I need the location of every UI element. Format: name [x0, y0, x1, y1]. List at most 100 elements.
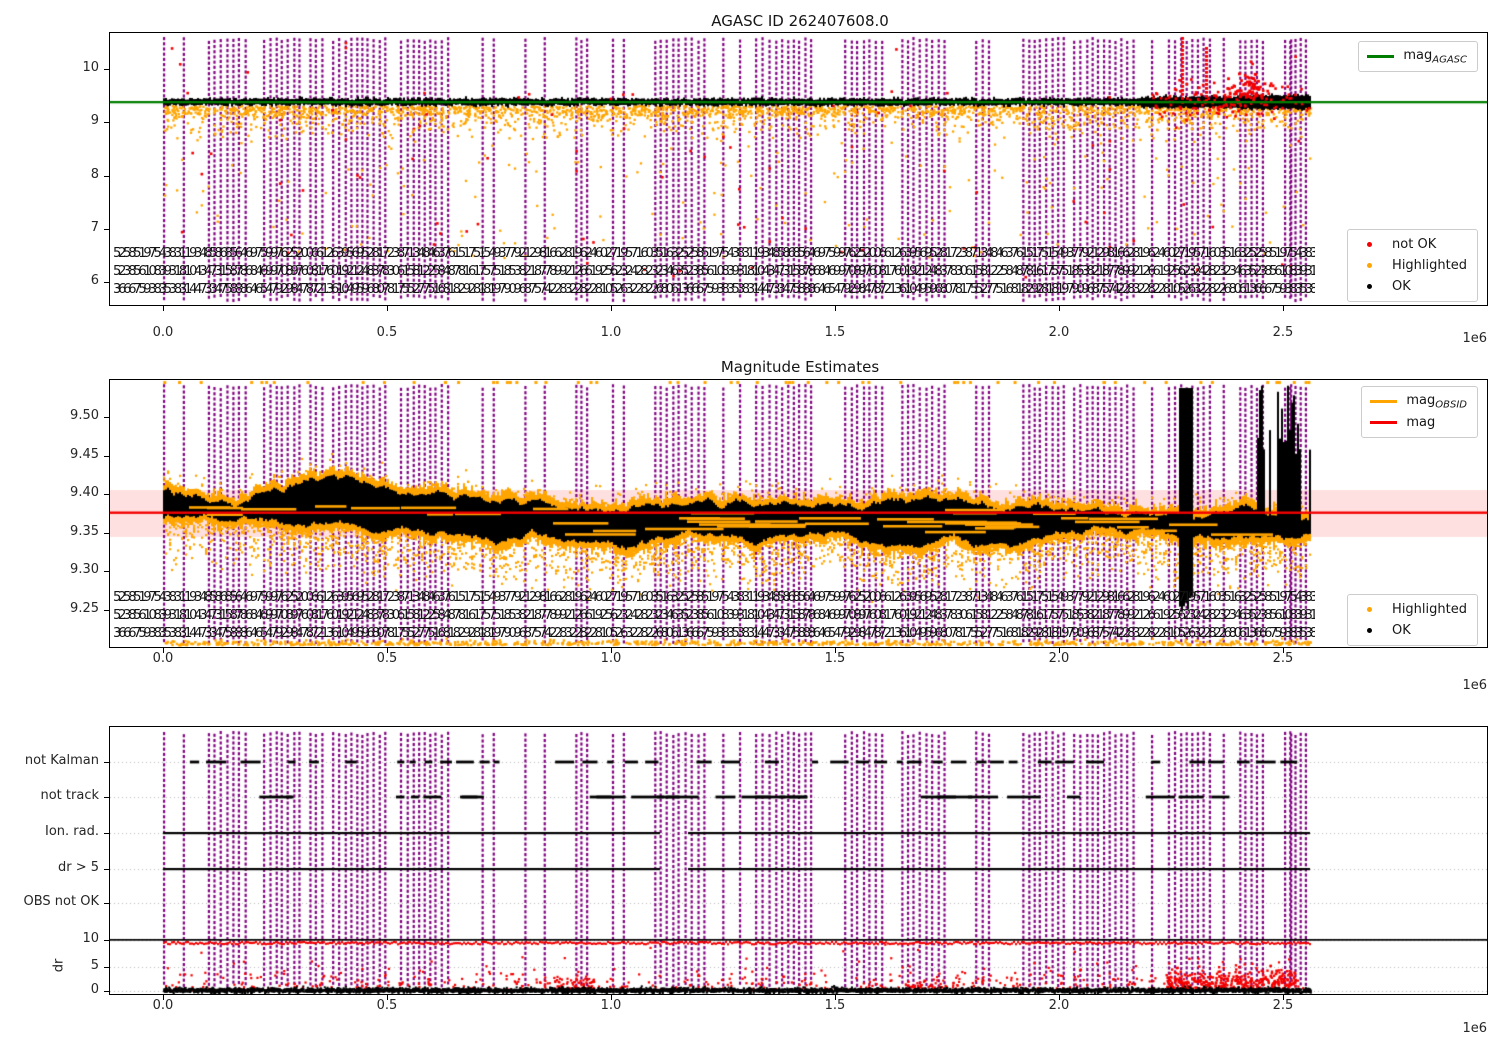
tick-mark — [104, 417, 110, 418]
middle-plot-title: Magnitude Estimates — [720, 358, 880, 376]
legend-label: OK — [1392, 623, 1411, 638]
tick-mark — [104, 833, 110, 834]
legend-item-mag-agasc: magAGASC — [1367, 46, 1467, 67]
legend-label: Highlighted — [1392, 602, 1467, 617]
tick-mark — [1283, 648, 1284, 653]
tick-mark — [163, 306, 164, 311]
x-tick-label: 1.0 — [600, 998, 622, 1013]
legend-label: OK — [1392, 279, 1411, 294]
tick-mark — [104, 175, 110, 177]
tick-mark — [163, 995, 164, 1000]
tick-mark — [104, 869, 110, 870]
x-axis-offset-label: 1e6 — [1462, 678, 1487, 693]
middle-status-legend: Highlighted OK — [1347, 594, 1478, 646]
middle-lines-legend: magOBSID mag — [1361, 386, 1478, 438]
orange-line-swatch — [1370, 400, 1398, 403]
x-tick-label: 2.0 — [1048, 651, 1070, 666]
tick-mark — [1059, 995, 1060, 1000]
legend-label: Highlighted — [1392, 258, 1467, 273]
middle-plot-canvas — [110, 380, 1487, 647]
tick-mark — [104, 532, 110, 534]
tick-mark — [104, 455, 110, 457]
tick-mark — [104, 122, 110, 124]
x-tick-label: 1.5 — [824, 651, 846, 666]
middle-obsid-row-2: 5238561083931810434731587868469970897608… — [113, 608, 1315, 623]
x-tick-label: 1.5 — [824, 998, 846, 1013]
top-mag-legend: magAGASC — [1358, 41, 1478, 72]
top-obsid-row-1: 5258519754383119348586856469759976252006… — [113, 246, 1315, 261]
red-line-swatch — [1370, 421, 1398, 424]
flag-row-label: Ion. rad. — [45, 824, 99, 839]
top-plot-canvas — [110, 33, 1487, 305]
tick-mark — [611, 306, 612, 311]
black-dot-swatch — [1356, 628, 1383, 633]
x-tick-label: 1.0 — [600, 651, 622, 666]
green-line-swatch — [1367, 55, 1395, 58]
tick-mark — [387, 648, 388, 653]
legend-item-highlighted: Highlighted — [1356, 599, 1467, 620]
x-tick-label: 0.0 — [152, 651, 174, 666]
legend-item-ok: OK — [1356, 620, 1467, 641]
x-tick-label: 0.5 — [376, 998, 398, 1013]
legend-label: magAGASC — [1403, 47, 1467, 66]
tick-mark — [104, 282, 110, 283]
flag-row-label: dr > 5 — [57, 860, 99, 875]
tick-mark — [104, 940, 110, 941]
red-dot-swatch — [1356, 242, 1383, 247]
y-tick-label: 9.40 — [70, 485, 99, 501]
tick-mark — [1283, 306, 1284, 311]
y-tick-label: 9.30 — [70, 562, 99, 578]
top-obsid-row-2: 5238561083931810434731587868469970897608… — [113, 264, 1315, 279]
x-tick-label: 2.5 — [1272, 325, 1294, 340]
tick-mark — [104, 903, 110, 904]
dr-tick-label: 5 — [90, 958, 99, 973]
x-tick-label: 2.0 — [1048, 998, 1070, 1013]
tick-mark — [104, 610, 110, 611]
tick-mark — [835, 995, 836, 1000]
x-tick-label: 0.5 — [376, 651, 398, 666]
middle-obsid-row-3: 3666759383538314473347588864654792984787… — [113, 626, 1315, 641]
y-tick-label: 9 — [90, 113, 99, 129]
black-dot-swatch — [1356, 284, 1383, 289]
top-plot-title: AGASC ID 262407608.0 — [711, 12, 889, 30]
legend-item-ok: OK — [1356, 276, 1467, 297]
y-tick-label: 9.50 — [70, 408, 99, 423]
bottom-plot-canvas — [110, 727, 1487, 994]
tick-mark — [104, 991, 110, 992]
legend-label: magOBSID — [1406, 392, 1467, 411]
x-tick-label: 0.0 — [152, 998, 174, 1013]
y-tick-label: 10 — [82, 60, 99, 75]
legend-item-mag: mag — [1370, 412, 1467, 433]
tick-mark — [1059, 306, 1060, 311]
legend-label: mag — [1406, 415, 1436, 430]
dr-tick-label: 0 — [90, 982, 99, 997]
top-obsid-row-3: 3666759383538314473347588864654792984787… — [113, 282, 1315, 297]
flag-row-label: OBS not OK — [23, 894, 100, 909]
orange-dot-swatch — [1356, 607, 1383, 612]
y-tick-label: 9.45 — [70, 446, 99, 462]
legend-item-not-ok: not OK — [1356, 234, 1467, 255]
x-tick-label: 2.5 — [1272, 651, 1294, 666]
x-tick-label: 0.5 — [376, 325, 398, 340]
tick-mark — [104, 967, 110, 968]
y-tick-label: 6 — [90, 273, 99, 288]
tick-mark — [387, 995, 388, 1000]
legend-item-highlighted: Highlighted — [1356, 255, 1467, 276]
tick-mark — [387, 306, 388, 311]
legend-item-mag-obsid: magOBSID — [1370, 391, 1467, 412]
y-tick-label: 8 — [90, 166, 99, 182]
tick-mark — [835, 306, 836, 311]
y-tick-label: 7 — [90, 219, 99, 235]
tick-mark — [1283, 995, 1284, 1000]
x-tick-label: 1.0 — [600, 325, 622, 340]
x-tick-label: 2.5 — [1272, 998, 1294, 1013]
tick-mark — [1059, 648, 1060, 653]
tick-mark — [104, 797, 110, 798]
tick-mark — [835, 648, 836, 653]
x-tick-label: 2.0 — [1048, 325, 1070, 340]
x-axis-offset-label: 1e6 — [1462, 1021, 1487, 1036]
x-tick-label: 1.5 — [824, 325, 846, 340]
flag-row-label: not track — [40, 788, 99, 803]
y-tick-label: 9.25 — [70, 601, 99, 616]
